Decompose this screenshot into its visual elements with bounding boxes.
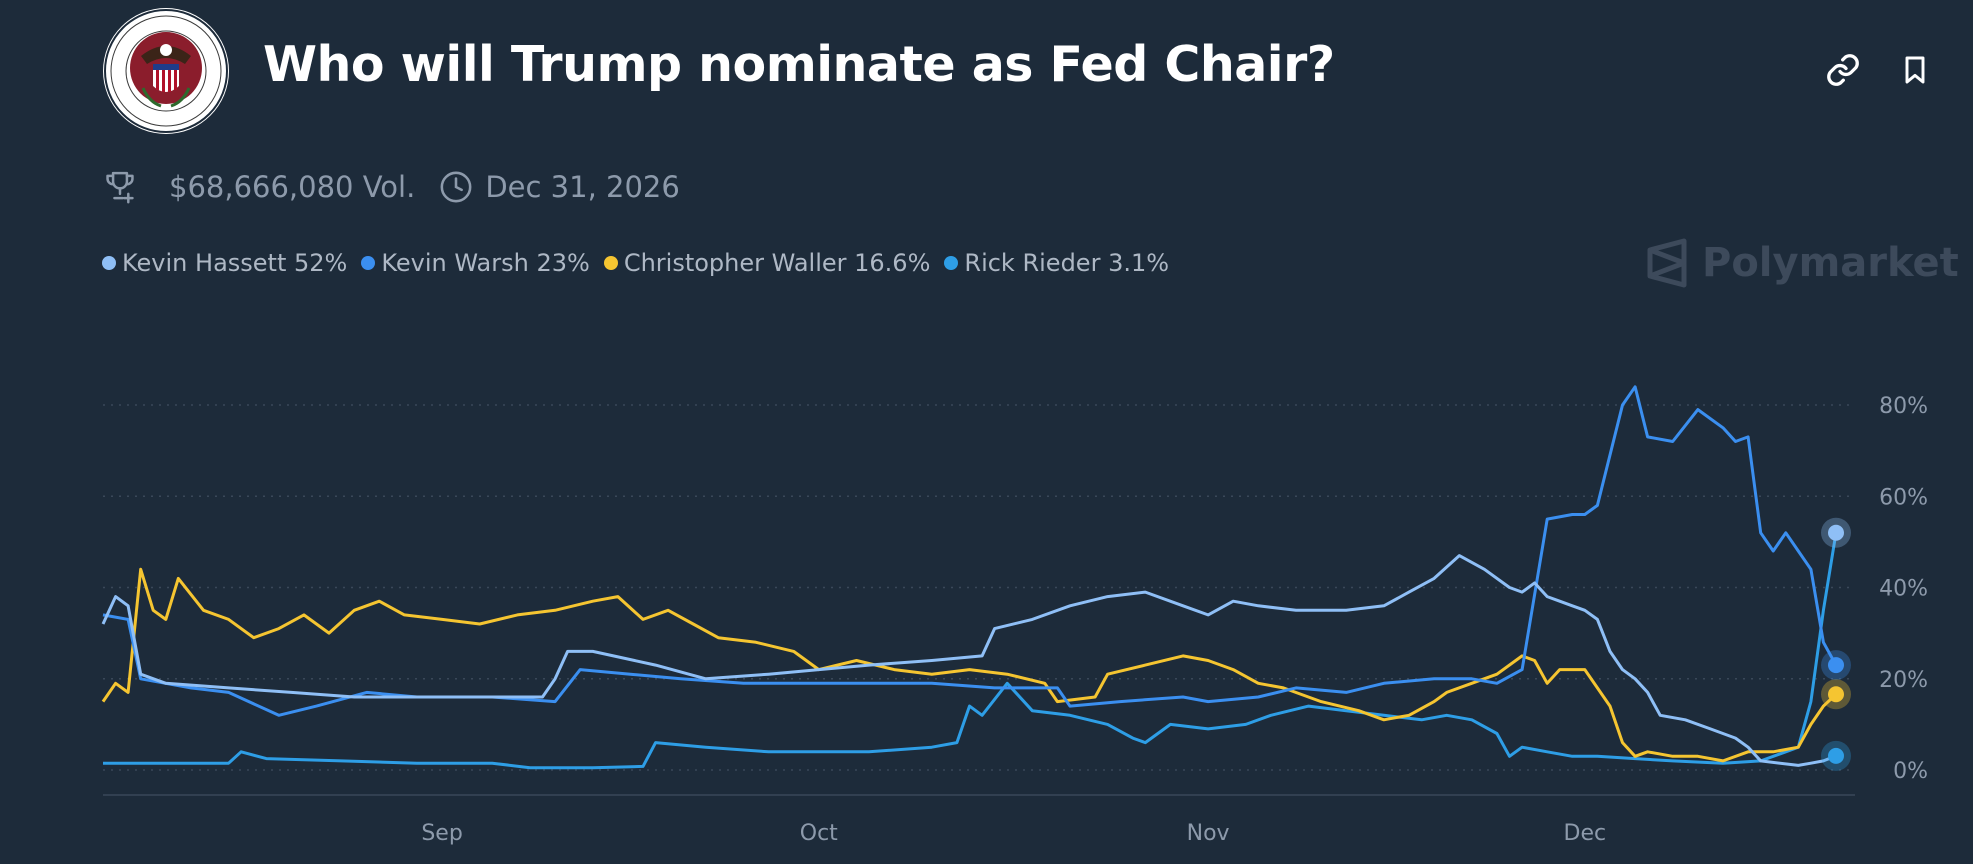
end-marker-rick-rieder[interactable]: [1828, 747, 1844, 764]
end-markers: [1821, 517, 1851, 771]
y-axis-ticks: 0% 20% 40% 60% 80%: [1879, 394, 1928, 784]
y-tick-label: 40%: [1879, 577, 1928, 602]
chart-legend: Kevin Hassett 52% Kevin Warsh 23% Christ…: [102, 248, 1183, 278]
bookmark-icon[interactable]: [1895, 50, 1935, 90]
x-tick-label: Dec: [1564, 821, 1607, 846]
legend-label: Kevin Hassett 52%: [122, 249, 348, 277]
link-icon[interactable]: [1823, 50, 1863, 90]
legend-dot: [944, 256, 959, 270]
polymarket-watermark: Polymarket: [1646, 236, 1959, 290]
legend-item: Christopher Waller 16.6%: [603, 249, 931, 277]
page-title: Who will Trump nominate as Fed Chair?: [263, 36, 1335, 93]
series-line-kevin-hassett: [101, 554, 1837, 767]
legend-label: Rick Rieder 3.1%: [964, 249, 1170, 277]
legend-item: Kevin Hassett 52%: [102, 249, 347, 277]
market-meta: $68,666,080 Vol. Dec 31, 2026: [103, 166, 680, 208]
end-marker-kevin-hassett[interactable]: [1828, 524, 1844, 541]
end-date-text: Dec 31, 2026: [485, 170, 680, 204]
federal-reserve-seal-icon: [103, 8, 229, 134]
end-marker-kevin-warsh[interactable]: [1828, 657, 1844, 674]
y-tick-label: 60%: [1879, 485, 1928, 510]
series-line-kevin-warsh: [102, 385, 1838, 717]
x-tick-label: Nov: [1187, 821, 1230, 846]
y-tick-label: 0%: [1893, 759, 1928, 784]
y-tick-label: 20%: [1879, 668, 1928, 693]
end-marker-christopher-waller[interactable]: [1828, 686, 1844, 703]
series-layer: [101, 385, 1838, 770]
legend-item: Kevin Warsh 23%: [361, 249, 590, 277]
legend-label: Kevin Warsh 23%: [381, 249, 590, 277]
legend-dot: [102, 256, 116, 270]
trophy-icon: [103, 169, 137, 205]
polymarket-logo-icon: [1646, 238, 1688, 288]
watermark-text: Polymarket: [1702, 240, 1959, 286]
x-tick-label: Sep: [421, 821, 462, 846]
legend-dot: [603, 256, 618, 270]
series-line-rick-rieder: [103, 532, 1838, 770]
y-tick-label: 80%: [1879, 394, 1928, 419]
volume-text: $68,666,080 Vol.: [169, 170, 416, 204]
grid-layer: [103, 404, 1855, 771]
series-line-christopher-waller: [101, 567, 1838, 763]
legend-item: Rick Rieder 3.1%: [944, 249, 1169, 277]
clock-icon: [439, 170, 473, 204]
legend-label: Christopher Waller 16.6%: [623, 249, 931, 277]
x-tick-label: Oct: [800, 821, 838, 846]
x-axis-ticks: Sep Oct Nov Dec: [421, 821, 1606, 846]
legend-dot: [361, 256, 376, 270]
